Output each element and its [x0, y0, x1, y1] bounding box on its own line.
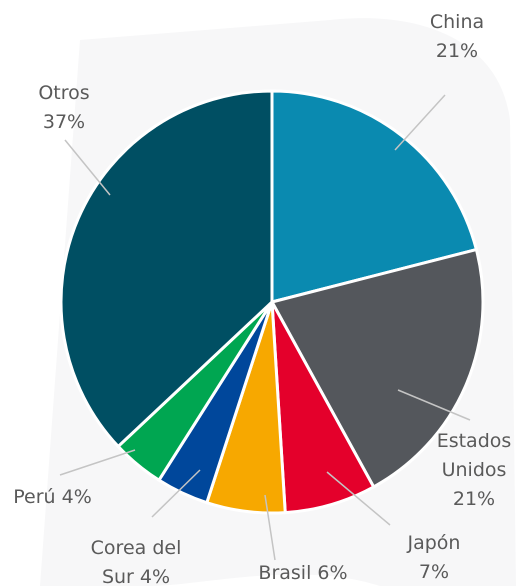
slice-label: Corea del Sur 4% [76, 534, 196, 586]
category-name: Otros [38, 82, 90, 104]
slice-label: Japón 7% [384, 529, 484, 586]
pie-slice [269, 247, 485, 489]
value-label: 4% [139, 566, 171, 586]
value-label: 6% [317, 562, 348, 584]
value-label: 7% [418, 561, 450, 583]
slice-label: Brasil 6% [233, 559, 373, 586]
slice-label: Perú 4% [0, 483, 105, 512]
leader-line [326, 471, 391, 526]
category-name: Corea del Sur [90, 537, 182, 586]
leader-line [64, 139, 111, 196]
value-label: 21% [435, 40, 479, 62]
value-label: 21% [452, 488, 496, 510]
category-name: Estados Unidos [436, 430, 512, 481]
category-name: Brasil [258, 562, 312, 584]
leader-line [59, 449, 136, 476]
pie-slice [270, 89, 479, 304]
leader-line [397, 389, 471, 421]
slice-label: Otros 37% [14, 79, 114, 137]
slice-label: China 21% [407, 8, 507, 66]
category-name: Japón [407, 532, 461, 554]
leader-line [264, 494, 276, 561]
leader-line [394, 94, 446, 151]
category-name: China [429, 11, 485, 33]
value-label: 4% [61, 486, 92, 508]
leader-line [151, 469, 201, 518]
value-label: 37% [42, 111, 86, 133]
pie-slice [59, 89, 274, 449]
slice-label: Estados Unidos 21% [418, 427, 516, 514]
category-name: Perú [13, 486, 56, 508]
